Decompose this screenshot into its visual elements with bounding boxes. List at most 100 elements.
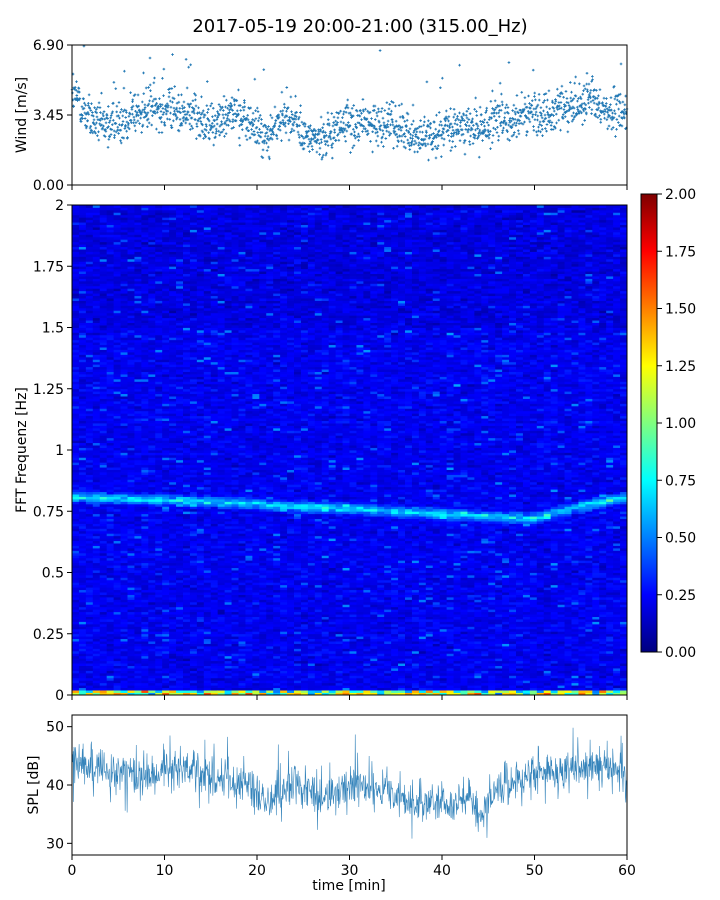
spectrogram-cell bbox=[134, 665, 142, 669]
spectrogram-cell bbox=[169, 663, 177, 666]
spectrogram-cell bbox=[113, 589, 121, 593]
wind-point bbox=[126, 126, 130, 129]
spectrogram-cell bbox=[169, 251, 177, 255]
spectrogram-cell bbox=[148, 222, 156, 225]
spectrogram-cell bbox=[72, 207, 80, 211]
spectrogram-cell bbox=[141, 594, 149, 598]
spectrogram-cell bbox=[106, 371, 115, 375]
spectrogram-cell bbox=[106, 628, 115, 632]
spectrogram-cell bbox=[155, 374, 163, 377]
wind-point bbox=[85, 124, 89, 128]
spectrogram-cell bbox=[120, 533, 128, 537]
spectrogram-cell bbox=[176, 643, 184, 647]
spectrogram-cell bbox=[141, 224, 149, 228]
spectrogram-cell bbox=[113, 290, 121, 294]
spectrogram-cell bbox=[176, 445, 184, 448]
spectrogram-cell bbox=[99, 648, 108, 652]
spectrogram-cell bbox=[85, 398, 94, 402]
spectrogram-cell bbox=[92, 329, 101, 333]
spectrogram-cell bbox=[78, 393, 87, 397]
spectrogram-cell bbox=[176, 320, 184, 323]
wind-point bbox=[118, 116, 121, 120]
spectrogram-cell bbox=[78, 464, 87, 468]
spectrogram-cell bbox=[176, 660, 184, 664]
wind-point bbox=[96, 106, 100, 109]
spectrogram-cell bbox=[99, 288, 108, 292]
spectrogram-cell bbox=[92, 516, 101, 519]
spectrogram-cell bbox=[78, 601, 87, 605]
spectrogram-cell bbox=[99, 307, 108, 311]
spectrogram-cell bbox=[162, 533, 170, 537]
spectrogram-cell bbox=[134, 655, 142, 659]
spectrogram-cell bbox=[169, 452, 177, 456]
spectrogram-cell bbox=[120, 209, 128, 213]
wind-point bbox=[112, 81, 116, 84]
spectrogram-cell bbox=[169, 567, 177, 571]
spectrogram-cell bbox=[106, 633, 115, 637]
spectrogram-cell bbox=[155, 398, 163, 402]
spectrogram-cell bbox=[148, 633, 156, 637]
spectrogram-cell bbox=[113, 418, 121, 421]
spectrogram-cell bbox=[141, 271, 149, 274]
spectrogram-cell bbox=[148, 574, 156, 578]
spectrogram-cell bbox=[134, 327, 142, 331]
spectrogram-cell bbox=[127, 369, 135, 372]
spectrogram-cell bbox=[120, 511, 128, 515]
spectrogram-cell bbox=[78, 677, 87, 681]
spectrogram-cell bbox=[141, 528, 149, 532]
spectrogram-cell bbox=[78, 501, 87, 505]
spectrogram-cell bbox=[141, 322, 149, 326]
spectrogram-cell bbox=[155, 352, 163, 355]
spectrogram-cell bbox=[155, 616, 163, 620]
spectrogram-cell bbox=[106, 447, 115, 451]
spectrogram-cell bbox=[78, 435, 87, 439]
spectrogram-cell bbox=[127, 670, 135, 674]
spectrogram-cell bbox=[169, 577, 177, 581]
spectrogram-cell bbox=[169, 280, 177, 284]
spectrogram-cell bbox=[134, 545, 142, 549]
spectrogram-cell bbox=[176, 525, 184, 529]
spectrogram-cell bbox=[106, 641, 115, 644]
spectrogram-cell bbox=[155, 396, 163, 399]
spectrogram-cell bbox=[78, 224, 87, 228]
spectrogram-cell bbox=[134, 430, 142, 434]
spectrogram-cell bbox=[148, 655, 156, 659]
spectrogram-cell bbox=[113, 665, 121, 669]
spectrogram-cell bbox=[113, 283, 121, 287]
spectrogram-cell bbox=[148, 231, 156, 235]
spectrogram-cell bbox=[176, 393, 184, 397]
spectrogram-cell bbox=[78, 327, 87, 331]
spectrogram-cell bbox=[113, 229, 121, 233]
spectrogram-cell bbox=[155, 276, 163, 279]
spectrogram-cell bbox=[113, 582, 121, 586]
spectrogram-cell bbox=[127, 653, 135, 657]
spectrogram-cell bbox=[85, 454, 94, 458]
spectrogram-cell bbox=[78, 249, 87, 252]
spectrogram-cell bbox=[169, 604, 177, 608]
spectrogram-cell bbox=[106, 589, 115, 593]
spectrogram-cell bbox=[155, 592, 163, 595]
spectrogram-cell bbox=[134, 442, 142, 446]
wind-point bbox=[104, 121, 108, 125]
wind-point bbox=[87, 101, 90, 105]
spectrogram-cell bbox=[99, 263, 108, 267]
spectrogram-cell bbox=[72, 393, 80, 397]
spectrogram-cell bbox=[85, 354, 94, 358]
spectrogram-cell bbox=[169, 533, 177, 537]
spectrogram-cell bbox=[106, 249, 115, 252]
spectrogram-cell bbox=[78, 352, 87, 355]
wind-point bbox=[155, 127, 158, 131]
spectrogram-cell bbox=[162, 574, 170, 578]
spectrogram-cell bbox=[141, 570, 149, 573]
spectrogram-cell bbox=[155, 322, 163, 326]
spectrogram-cell bbox=[113, 315, 121, 319]
spectrogram-cell bbox=[155, 685, 163, 689]
figure-title: 2017-05-19 20:00-21:00 (315.00_Hz) bbox=[192, 16, 527, 37]
spectrogram-cell bbox=[85, 530, 94, 534]
spectrogram-cell bbox=[99, 241, 108, 245]
spectrogram-cell bbox=[92, 322, 101, 326]
spectrogram-cell bbox=[148, 320, 156, 323]
spectrogram-cell bbox=[106, 217, 115, 221]
spectrogram-cell bbox=[155, 236, 163, 240]
spectrogram-cell bbox=[72, 310, 80, 314]
